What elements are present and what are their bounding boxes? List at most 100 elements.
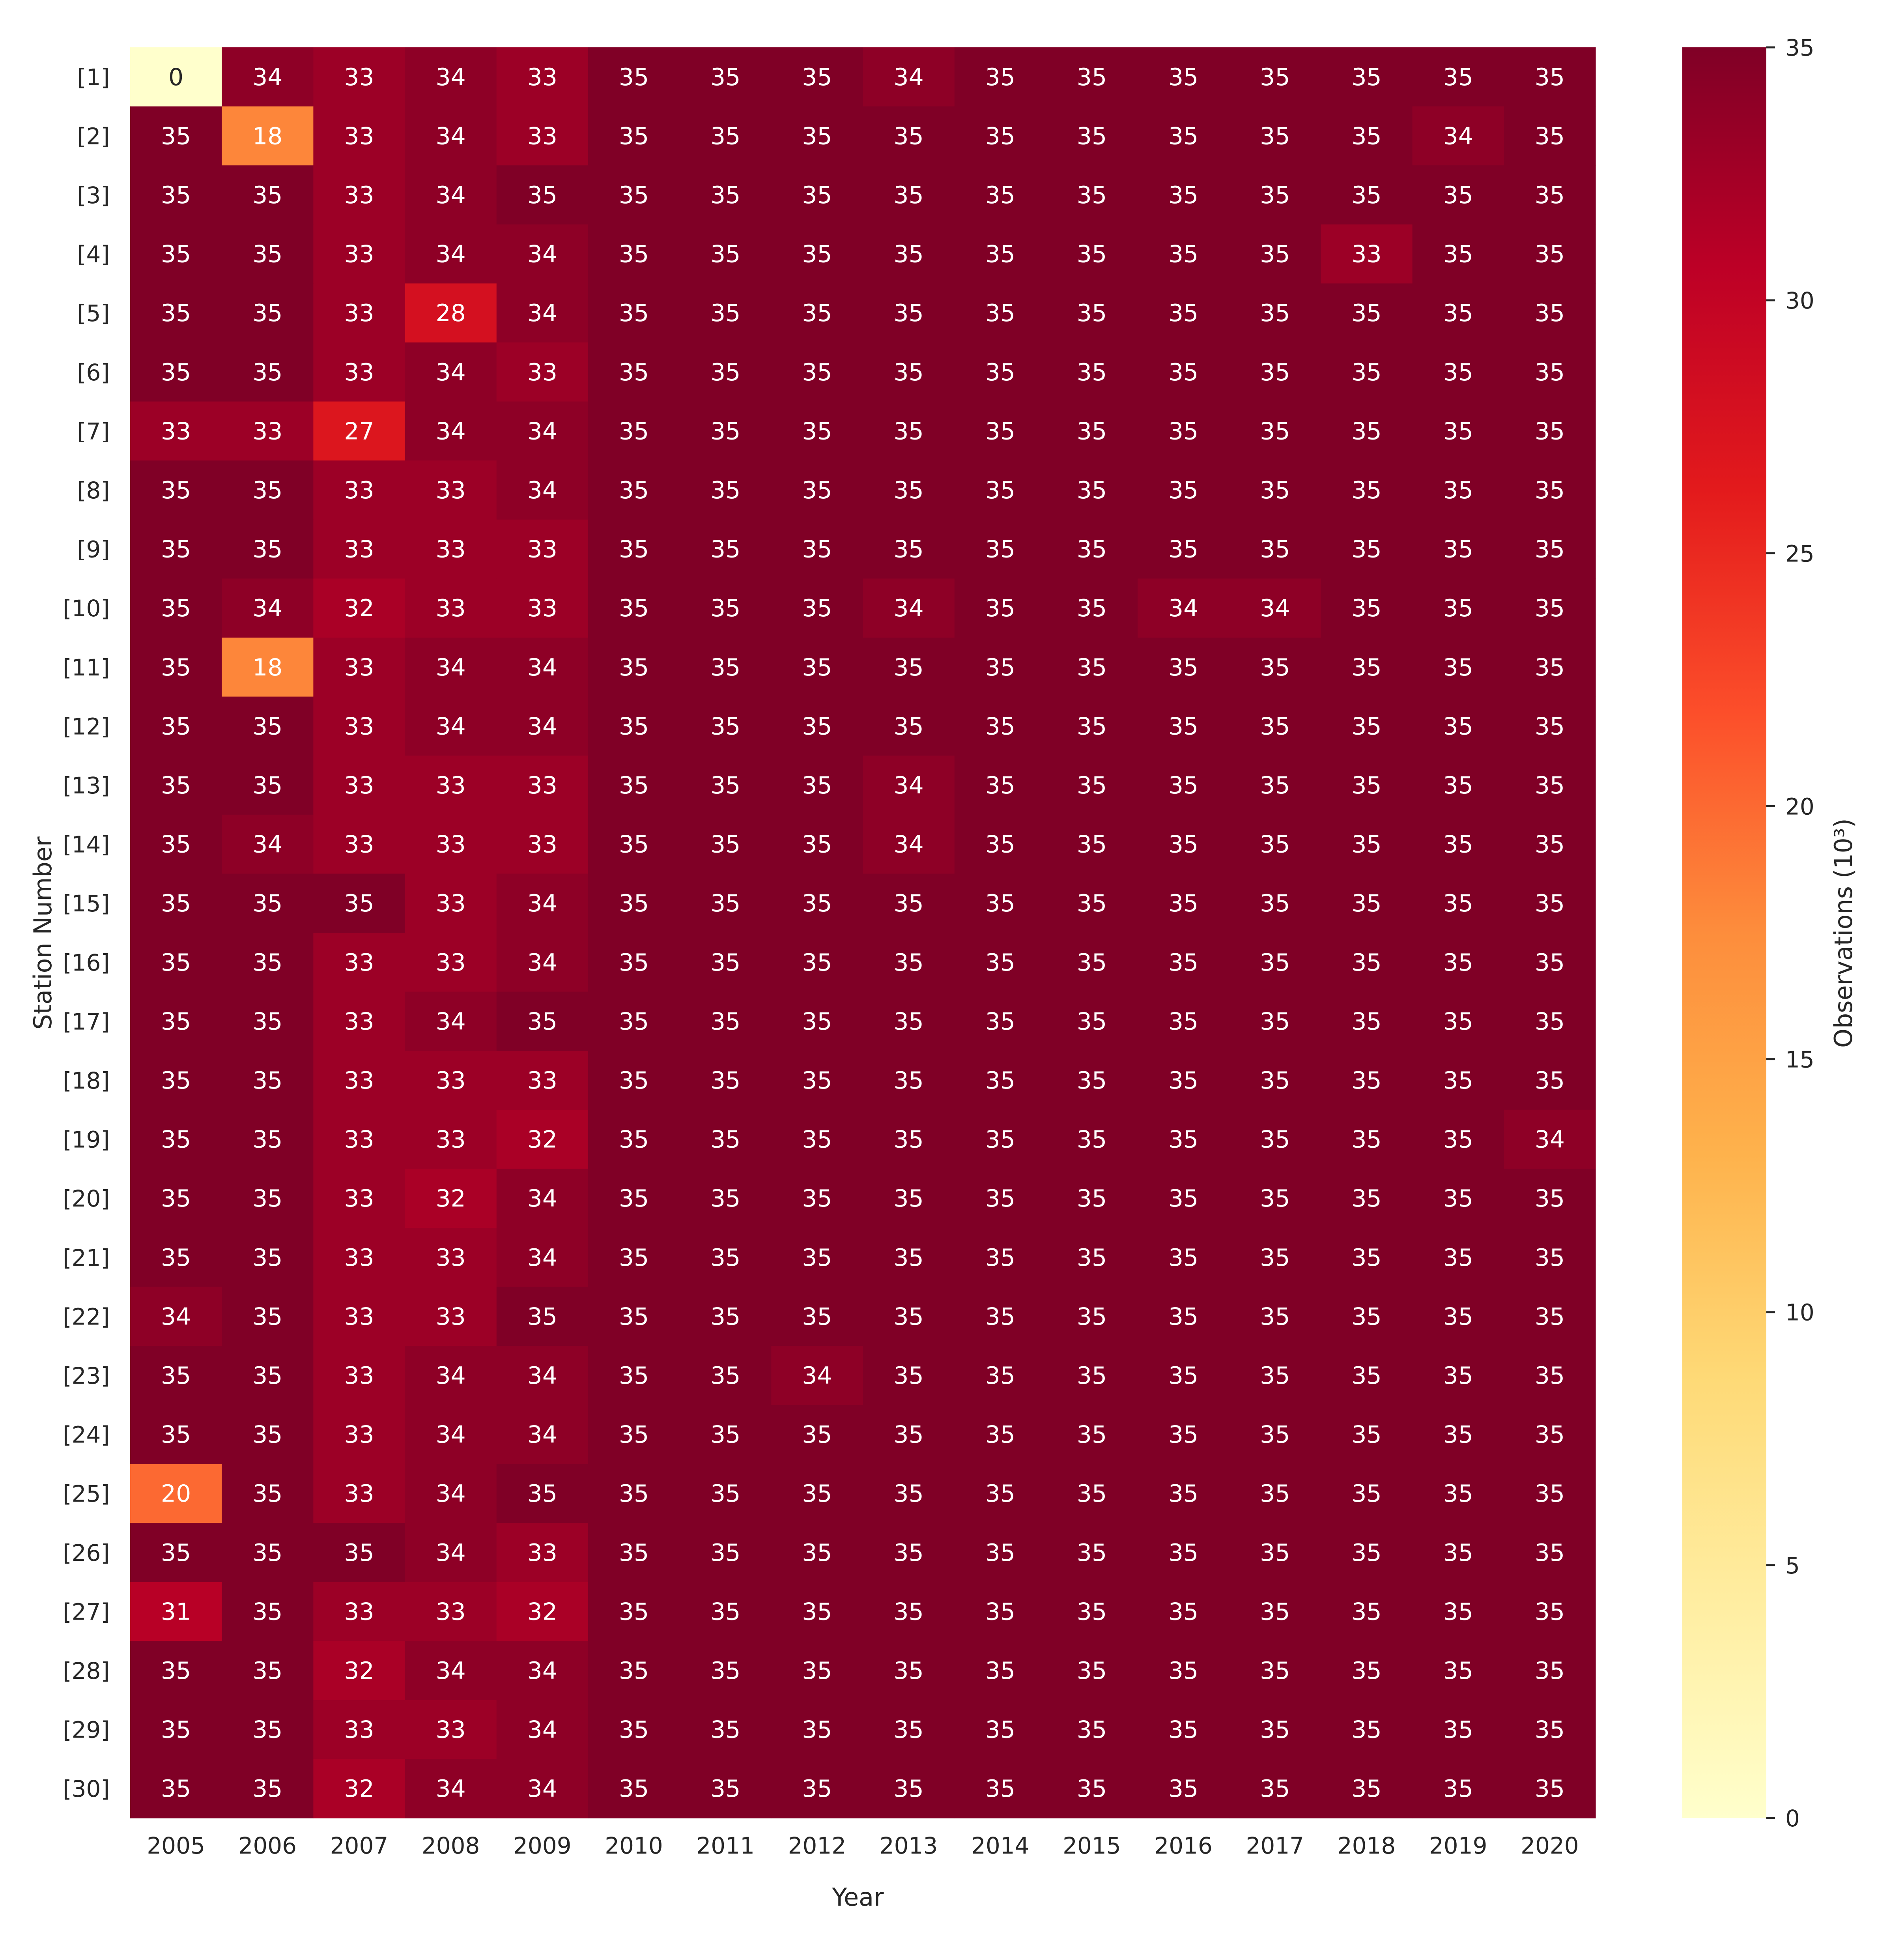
cell-value-label: 35 [985,831,1015,859]
heatmap-cell [1321,1464,1413,1523]
cell-value-label: 35 [1351,949,1381,976]
heatmap-cell [771,696,863,756]
heatmap-cell [405,933,497,992]
heatmap-cell [863,991,955,1051]
heatmap-cell [222,1169,314,1228]
cell-value-label: 33 [435,831,465,859]
heatmap-cell [863,1582,955,1641]
heatmap-cell [588,696,680,756]
cell-value-label: 35 [1260,1067,1290,1094]
cell-value-label: 34 [435,181,465,209]
cell-value-label: 35 [1168,122,1198,150]
cell-value-label: 35 [161,1716,191,1744]
heatmap-cell [1321,1228,1413,1287]
cell-value-label: 35 [252,1185,282,1212]
heatmap-cell [496,283,589,343]
cell-value-label: 35 [1351,1362,1381,1390]
cell-value-label: 35 [1077,890,1107,917]
cell-value-label: 35 [893,359,923,386]
heatmap-cell [771,933,863,992]
y-tick-label: [24] [63,1422,110,1448]
cell-value-label: 35 [1168,64,1198,91]
heatmap-cell [771,1228,863,1287]
heatmap-cell [771,578,863,638]
cell-value-label: 35 [252,241,282,268]
cell-value-label: 35 [1168,713,1198,740]
cell-value-label: 35 [252,1067,282,1094]
y-tick-label: [27] [63,1598,110,1625]
heatmap-cell [588,460,680,520]
cell-value-label: 33 [435,1598,465,1626]
heatmap-cell [313,874,405,933]
heatmap-cell [680,283,772,343]
heatmap-cell [588,224,680,284]
heatmap-cell [1046,401,1138,461]
cell-value-label: 33 [344,772,374,799]
heatmap-cell [1321,224,1413,284]
heatmap-cell [588,1582,680,1641]
heatmap-cell [1229,401,1321,461]
cell-value-label: 35 [802,772,832,799]
heatmap-cell [1046,1287,1138,1346]
heatmap-cell [680,106,772,166]
cell-value-label: 33 [344,713,374,740]
y-tick-label: [13] [63,772,110,799]
heatmap-cell [771,756,863,815]
x-tick-label: 2008 [422,1832,480,1859]
heatmap-cell [1046,283,1138,343]
heatmap-cell [771,47,863,107]
heatmap-cell [1412,1523,1504,1583]
heatmap-cell [130,1464,222,1523]
cell-value-label: 35 [710,536,740,563]
cell-value-label: 35 [619,122,649,150]
cell-value-label: 35 [1535,831,1565,859]
heatmap-cell [1321,47,1413,107]
cell-value-label: 35 [893,1067,923,1094]
cell-value-label: 33 [527,536,557,563]
cell-value-label: 35 [619,890,649,917]
cell-value-label: 35 [985,890,1015,917]
heatmap-cell [496,519,589,579]
cell-value-label: 33 [344,1067,374,1094]
cell-value-label: 35 [802,1775,832,1803]
cell-value-label: 35 [1351,64,1381,91]
cell-value-label: 35 [1351,713,1381,740]
cell-value-label: 35 [619,477,649,504]
heatmap-cell [313,1759,405,1818]
cell-value-label: 35 [252,477,282,504]
cell-value-label: 35 [161,949,191,976]
cell-value-label: 33 [344,1716,374,1744]
cell-value-label: 35 [1168,181,1198,209]
cell-value-label: 35 [619,949,649,976]
heatmap-cell [1412,224,1504,284]
cell-value-label: 35 [1535,1185,1565,1212]
heatmap-cell [1412,1700,1504,1759]
heatmap-cell [1412,874,1504,933]
heatmap-cell [1046,1523,1138,1583]
cell-value-label: 35 [252,299,282,327]
cell-value-label: 35 [1168,1244,1198,1272]
cell-value-label: 33 [344,1480,374,1508]
heatmap-cell [1138,47,1229,107]
cell-value-label: 35 [161,536,191,563]
heatmap-cell [1138,224,1229,284]
cell-value-label: 35 [252,1362,282,1390]
heatmap-cell [680,1228,772,1287]
heatmap-cell [1412,47,1504,107]
heatmap-cell [222,578,314,638]
heatmap-cell [588,519,680,579]
cell-value-label: 35 [1260,1126,1290,1154]
cell-value-label: 35 [710,1244,740,1272]
colorbar-ticks: 0 5 10 15 20 25 30 35 [1766,34,1814,1832]
heatmap-cell [1046,874,1138,933]
heatmap-cell [1138,756,1229,815]
heatmap-cell [313,1109,405,1169]
heatmap-cell [1504,1405,1596,1464]
heatmap-cell [588,1700,680,1759]
heatmap-cell [130,1641,222,1700]
heatmap-cell [954,638,1046,697]
heatmap-cell [1504,1109,1596,1169]
cell-value-label: 35 [1443,1775,1473,1803]
cell-value-label: 35 [1443,1657,1473,1685]
heatmap-cell [1229,696,1321,756]
